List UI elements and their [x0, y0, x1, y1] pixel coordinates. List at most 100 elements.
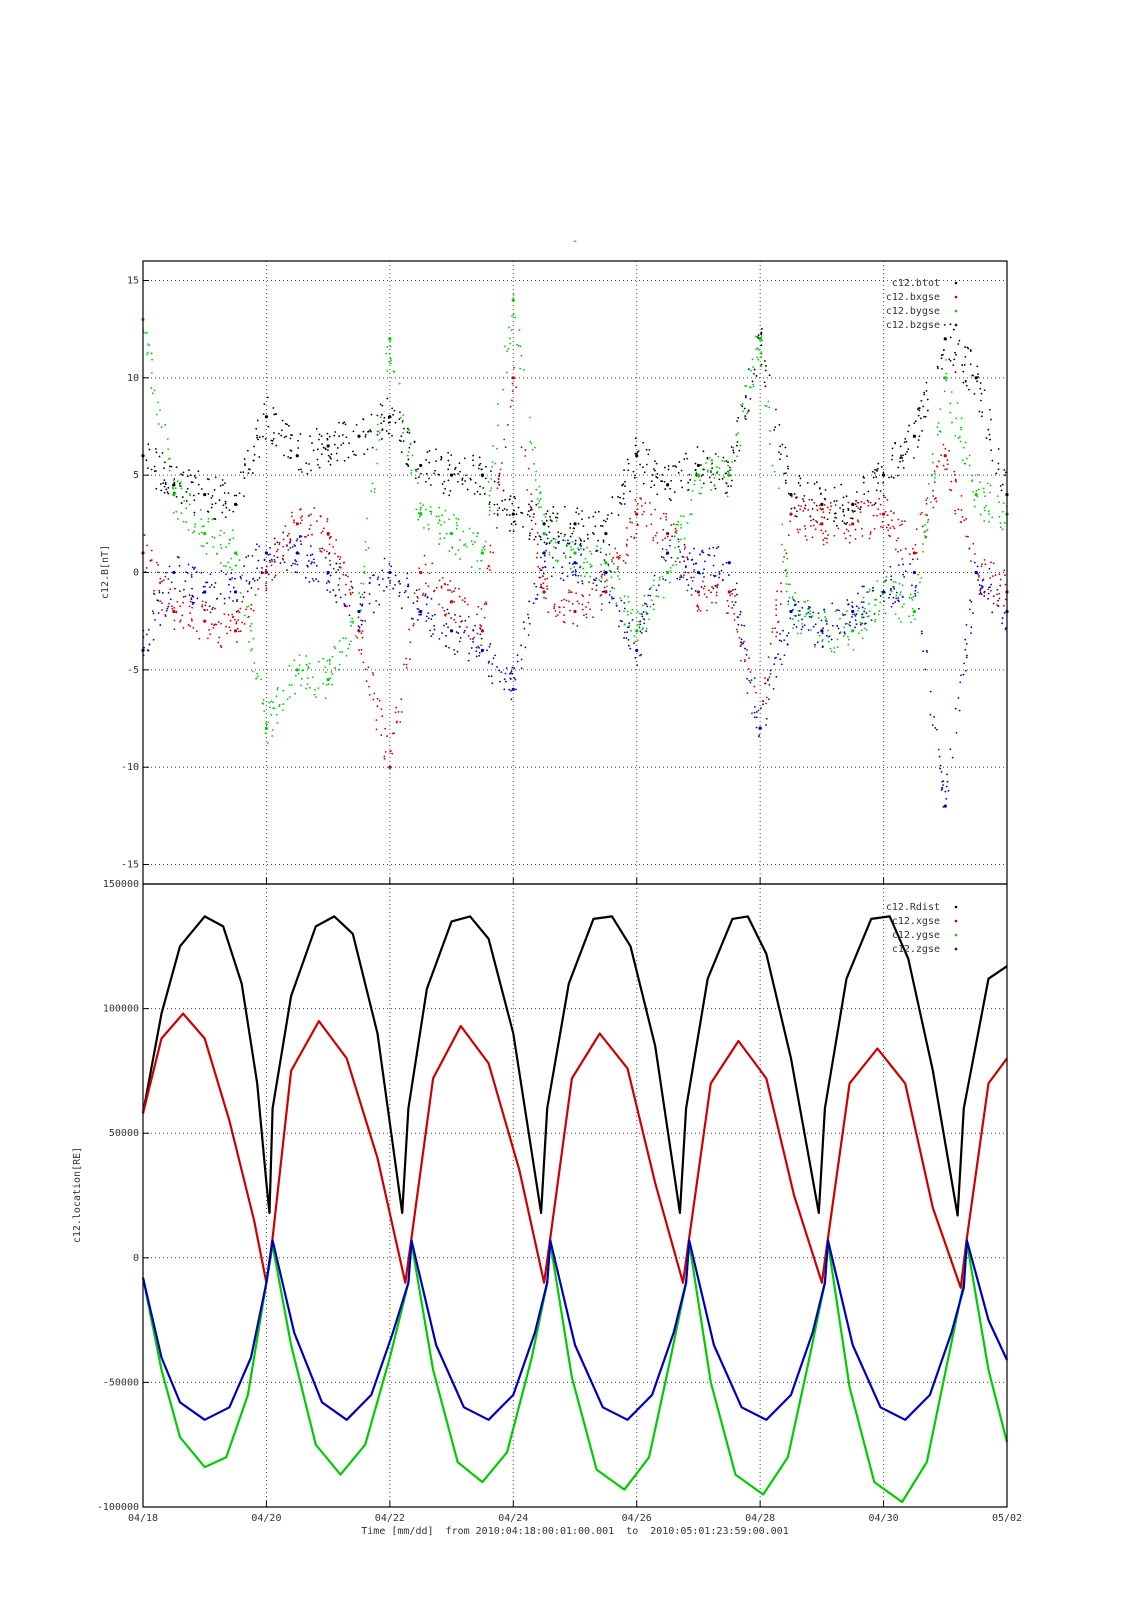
data-point — [697, 476, 700, 478]
data-point — [825, 623, 828, 625]
data-point — [313, 507, 316, 509]
data-point — [182, 626, 185, 629]
data-point — [171, 486, 174, 489]
data-point — [977, 373, 979, 375]
data-point — [245, 579, 248, 582]
data-point — [854, 528, 857, 531]
data-point — [830, 650, 833, 653]
data-point — [983, 558, 986, 561]
data-point — [167, 591, 170, 594]
data-point — [674, 531, 677, 534]
data-point — [155, 413, 158, 416]
data-point — [542, 590, 546, 594]
data-point — [170, 465, 173, 468]
data-point — [619, 597, 622, 600]
data-point — [867, 490, 870, 493]
data-point — [834, 504, 837, 506]
data-point — [738, 449, 741, 452]
data-point — [242, 596, 245, 598]
data-point — [543, 541, 546, 544]
data-point — [428, 450, 431, 452]
data-point — [636, 503, 639, 505]
data-point — [364, 540, 367, 543]
data-point — [533, 513, 535, 515]
data-point — [878, 610, 881, 612]
data-point — [703, 568, 705, 571]
data-point — [720, 569, 723, 572]
data-point — [785, 552, 788, 555]
data-point — [576, 562, 578, 565]
data-point — [355, 423, 358, 426]
data-point — [581, 580, 584, 583]
data-point — [769, 430, 772, 432]
data-point — [540, 506, 542, 508]
data-point — [494, 462, 497, 465]
data-point — [627, 638, 630, 641]
data-point — [263, 403, 266, 406]
data-point — [529, 440, 532, 443]
data-point — [865, 612, 868, 614]
data-point — [233, 590, 238, 594]
data-point — [890, 575, 893, 578]
data-point — [278, 432, 280, 435]
data-point — [836, 646, 839, 649]
data-point — [510, 523, 513, 525]
data-point — [231, 577, 234, 579]
data-point — [282, 531, 285, 534]
data-point — [342, 573, 345, 576]
data-point — [893, 527, 896, 530]
data-point — [389, 421, 391, 424]
data-point — [667, 532, 670, 535]
data-point — [463, 597, 466, 600]
data-point — [258, 545, 261, 548]
data-point — [297, 468, 300, 471]
data-point — [191, 594, 194, 597]
data-point — [463, 600, 466, 603]
data-point — [652, 468, 655, 470]
data-point — [333, 645, 336, 648]
data-point — [527, 617, 530, 619]
data-point — [877, 613, 880, 616]
data-point — [341, 434, 344, 436]
data-point — [1000, 489, 1003, 492]
data-point — [725, 472, 728, 475]
data-point — [696, 446, 699, 448]
data-point — [491, 461, 494, 464]
data-point — [777, 653, 780, 656]
data-point — [654, 508, 657, 511]
data-point — [257, 559, 260, 562]
data-point — [438, 506, 441, 509]
data-point — [534, 535, 537, 538]
data-point — [737, 416, 740, 419]
data-point — [739, 641, 742, 644]
data-point — [861, 606, 864, 609]
data-point — [713, 477, 716, 479]
data-point — [564, 554, 567, 557]
data-point — [862, 616, 865, 619]
data-point — [649, 501, 651, 504]
data-point — [438, 473, 441, 476]
data-point — [464, 619, 467, 622]
magnetic-field-grid — [142, 261, 1008, 884]
data-point — [389, 362, 392, 365]
data-point — [840, 483, 843, 486]
data-point — [905, 440, 908, 443]
data-point — [549, 515, 552, 518]
data-point — [574, 568, 577, 571]
data-point — [322, 657, 325, 660]
data-point — [286, 534, 289, 537]
data-point — [190, 576, 193, 578]
data-point — [833, 520, 835, 523]
data-point — [318, 466, 321, 469]
data-point — [237, 630, 240, 633]
data-point — [354, 634, 357, 637]
data-point — [788, 596, 791, 599]
data-point — [455, 517, 458, 520]
data-point — [262, 413, 265, 416]
data-point — [656, 531, 658, 534]
data-point — [416, 600, 419, 603]
data-point — [710, 463, 713, 466]
data-point — [856, 501, 859, 504]
data-point — [524, 449, 527, 451]
data-point — [569, 523, 572, 525]
